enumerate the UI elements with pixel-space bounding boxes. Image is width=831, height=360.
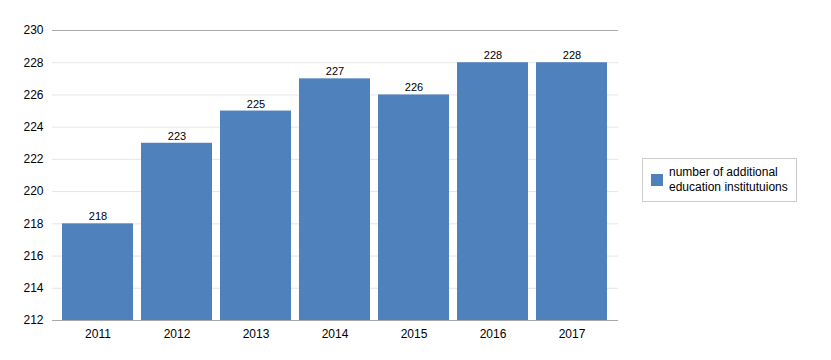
svg-text:2016: 2016 <box>480 327 507 341</box>
svg-text:226: 226 <box>23 88 43 102</box>
svg-text:227: 227 <box>326 65 344 77</box>
svg-text:218: 218 <box>23 217 43 231</box>
svg-text:230: 230 <box>23 23 43 37</box>
svg-text:223: 223 <box>168 130 186 142</box>
svg-text:2014: 2014 <box>322 327 349 341</box>
svg-text:222: 222 <box>23 152 43 166</box>
svg-text:218: 218 <box>89 210 107 222</box>
svg-text:228: 228 <box>563 49 581 61</box>
svg-text:224: 224 <box>23 120 43 134</box>
svg-text:2017: 2017 <box>559 327 586 341</box>
svg-text:216: 216 <box>23 249 43 263</box>
svg-text:214: 214 <box>23 281 43 295</box>
svg-text:212: 212 <box>23 313 43 327</box>
svg-text:2013: 2013 <box>243 327 270 341</box>
html-text:number of additional education: number of additional education institutu… <box>669 165 788 194</box>
svg-text:228: 228 <box>484 49 502 61</box>
svg-text:225: 225 <box>247 98 265 110</box>
svg-text:228: 228 <box>23 56 43 70</box>
svg-text:2011: 2011 <box>85 327 111 341</box>
svg-text:226: 226 <box>405 81 423 93</box>
svg-text:220: 220 <box>23 184 43 198</box>
svg-text:2012: 2012 <box>164 327 191 341</box>
svg-text:2015: 2015 <box>401 327 428 341</box>
